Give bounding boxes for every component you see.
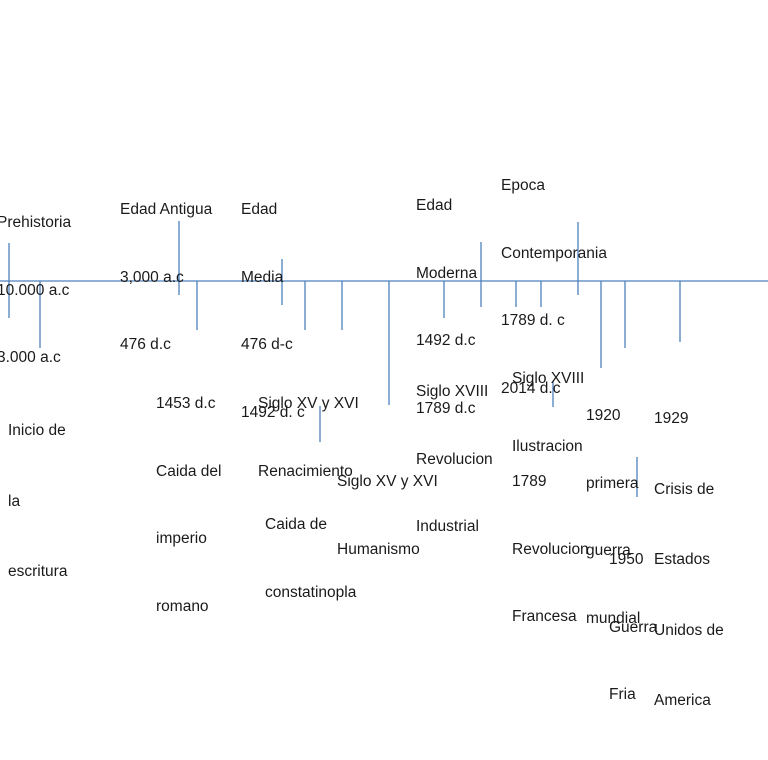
label-renacimiento: Siglo XV y XVI Renacimiento	[258, 348, 359, 528]
label-ilustracion-line-1: Siglo XVIII	[512, 370, 585, 387]
label-guerra-fria: 1950 Guerra Fria	[609, 504, 657, 752]
label-crisis-1929-line-5: America	[654, 692, 711, 709]
label-edad-media-line-4: 1492 d. c	[241, 403, 305, 421]
label-edad-media-line-3: 476 d-c	[241, 336, 293, 353]
label-revolucion-francesa-line-3: Francesa	[512, 608, 577, 625]
label-revolucion-industrial-line-3: Industrial	[416, 518, 479, 535]
label-inicio-escritura: Inicio de la escritura	[8, 372, 67, 631]
label-epoca-contemporania-line-1: Epoca	[501, 177, 545, 194]
label-guerra-fria-line-3: Fria	[609, 686, 636, 703]
label-edad-media: Edad Media 476 d-c 1492 d. c	[241, 154, 305, 469]
label-prehistoria-line-2: 10.000 a.c	[0, 281, 70, 299]
label-crisis-1929-line-1: 1929	[654, 410, 689, 427]
label-prehistoria: Prehistoria 10.000 a.c 3.000 a.c	[0, 167, 71, 415]
label-inicio-escritura-line-3: escritura	[8, 563, 68, 580]
label-caida-imperio-romano-line-3: imperio	[156, 530, 207, 547]
label-edad-moderna-line-2: Moderna	[416, 264, 478, 282]
label-revolucion-industrial-line-2: Revolucion	[416, 450, 493, 468]
label-edad-moderna-line-1: Edad	[416, 197, 453, 214]
label-primera-guerra-mundial-line-3: guerra	[586, 542, 631, 559]
label-caida-imperio-romano-line-4: romano	[156, 597, 209, 615]
label-edad-media-line-1: Edad	[241, 201, 278, 218]
label-inicio-escritura-line-1: Inicio de	[8, 422, 66, 439]
label-crisis-1929-line-2: Crisis de	[654, 480, 715, 498]
timeline-diagram: Prehistoria 10.000 a.c 3.000 a.c Edad An…	[0, 130, 768, 709]
label-crisis-1929-line-3: Estados	[654, 551, 711, 568]
label-edad-moderna-line-4: 1789 d.c	[416, 399, 476, 417]
label-primera-guerra-mundial-line-2: primera	[586, 474, 639, 492]
label-ilustracion: Siglo XVIII Ilustracion	[512, 323, 584, 503]
label-revolucion-francesa: 1789 Revolucion Francesa	[512, 426, 589, 674]
label-crisis-1929-line-4: Unidos de	[654, 621, 724, 639]
label-edad-antigua-line-2: 3,000 a.c	[120, 268, 184, 286]
label-guerra-fria-line-1: 1950	[609, 551, 644, 568]
label-epoca-contemporania-line-4: 2014 d.c	[501, 379, 561, 397]
label-epoca-contemporania-line-3: 1789 d. c	[501, 312, 565, 329]
label-inicio-escritura-line-2: la	[8, 492, 21, 510]
label-edad-antigua-line-1: Edad Antigua	[120, 201, 213, 218]
timeline-lines	[0, 221, 768, 497]
label-revolucion-francesa-line-1: 1789	[512, 473, 547, 490]
label-edad-moderna-line-3: 1492 d.c	[416, 332, 476, 349]
label-edad-antigua: Edad Antigua 3,000 a.c 476 d.c	[120, 154, 212, 402]
label-renacimiento-line-2: Renacimiento	[258, 462, 353, 480]
label-prehistoria-line-1: Prehistoria	[0, 214, 72, 231]
label-prehistoria-line-3: 3.000 a.c	[0, 349, 61, 366]
label-humanismo-line-2: Humanismo	[337, 540, 420, 558]
label-epoca-contemporania-line-2: Contemporania	[501, 244, 607, 262]
label-guerra-fria-line-2: Guerra	[609, 618, 658, 636]
label-edad-media-line-2: Media	[241, 268, 284, 286]
label-humanismo: Siglo XV y XVI Humanismo	[337, 426, 438, 606]
label-crisis-1929: 1929 Crisis de Estados Unidos de America	[654, 360, 724, 760]
label-revolucion-francesa-line-2: Revolucion	[512, 540, 589, 558]
label-epoca-contemporania: Epoca Contemporania 1789 d. c 2014 d.c	[501, 130, 607, 445]
label-revolucion-industrial: Siglo XVIII Revolucion Industrial	[416, 336, 493, 584]
label-caida-imperio-romano: 1453 d.c Caida del imperio romano	[156, 348, 222, 663]
label-humanismo-line-1: Siglo XV y XVI	[337, 473, 438, 490]
label-caida-constantinopla-line-1: Caida de	[265, 516, 328, 533]
label-primera-guerra-mundial-line-1: 1920	[586, 407, 621, 424]
label-renacimiento-line-1: Siglo XV y XVI	[258, 395, 359, 412]
label-ilustracion-line-2: Ilustracion	[512, 437, 583, 455]
label-edad-antigua-line-3: 476 d.c	[120, 336, 171, 353]
label-caida-imperio-romano-line-1: 1453 d.c	[156, 395, 216, 412]
label-revolucion-industrial-line-1: Siglo XVIII	[416, 383, 489, 400]
label-caida-imperio-romano-line-2: Caida del	[156, 462, 222, 480]
label-edad-moderna: Edad Moderna 1492 d.c 1789 d.c	[416, 150, 477, 465]
